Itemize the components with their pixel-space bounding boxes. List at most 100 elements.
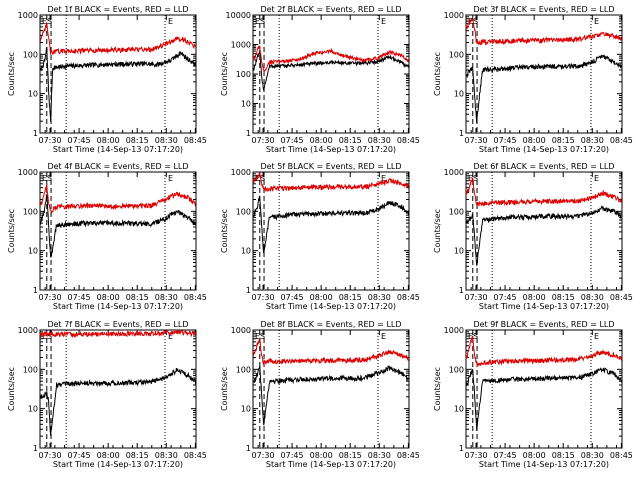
panel-title: Det 9f BLACK = Events, RED = LLD: [473, 320, 614, 329]
x-tick-label: 07:45: [281, 136, 304, 145]
plot-frame: [39, 329, 197, 449]
x-tick-label: 08:45: [397, 293, 420, 302]
x-axis-label: Start Time (14-Sep-13 07:17:20): [266, 302, 396, 311]
panel-title: Det 3f BLACK = Events, RED = LLD: [473, 5, 614, 14]
lld-series-line: [465, 335, 623, 368]
x-tick-label: 07:45: [68, 293, 91, 302]
event-end-label: E: [168, 17, 173, 26]
y-tick-label: 1000: [231, 168, 251, 177]
events-series-line: [253, 364, 410, 426]
x-axis-label: Start Time (14-Sep-13 07:17:20): [479, 145, 609, 154]
x-tick-label: 07:30: [251, 136, 274, 145]
event-end-label: E: [381, 17, 386, 26]
x-tick-label: 08:30: [368, 293, 391, 302]
y-tick-label: 10: [454, 90, 464, 99]
y-tick-label: 100: [23, 207, 38, 216]
y-tick-label: 10: [28, 247, 38, 256]
panel-title: Det 7f BLACK = Events, RED = LLD: [47, 320, 188, 329]
y-tick-label: 1000: [444, 168, 464, 177]
y-tick-label: 1: [246, 129, 251, 138]
y-tick-label: 1000: [444, 11, 464, 20]
x-tick-label: 08:15: [339, 136, 362, 145]
x-tick-label: 07:30: [38, 451, 61, 460]
x-tick-label: 07:30: [251, 293, 274, 302]
x-tick-label: 08:00: [523, 136, 546, 145]
y-axis-label: Counts/sec: [433, 367, 442, 411]
event-end-label: E: [594, 332, 599, 341]
plot-frame: [465, 329, 623, 449]
x-tick-label: 07:45: [494, 451, 517, 460]
x-tick-label: 07:45: [68, 136, 91, 145]
event-end-label: E: [168, 332, 173, 341]
y-tick-label: 100: [236, 207, 251, 216]
event-start-label: ES: [468, 174, 478, 183]
events-series-line: [39, 193, 196, 258]
x-tick-label: 08:00: [310, 136, 333, 145]
y-tick-label: 1000: [18, 168, 38, 177]
x-tick-label: 08:45: [397, 451, 420, 460]
y-tick-label: 100: [23, 365, 38, 374]
lld-series-line: [252, 337, 410, 367]
x-tick-label: 08:45: [610, 451, 633, 460]
y-tick-label: 10: [241, 247, 251, 256]
events-series-line: [465, 205, 622, 266]
x-tick-label: 08:30: [155, 136, 178, 145]
x-axis-label: Start Time (14-Sep-13 07:17:20): [53, 460, 183, 469]
x-tick-label: 08:45: [184, 293, 207, 302]
plot-frame: [465, 171, 623, 291]
y-axis-label: Counts/sec: [7, 52, 16, 96]
x-tick-label: 08:15: [339, 451, 362, 460]
x-tick-label: 08:30: [155, 451, 178, 460]
x-tick-label: 08:30: [155, 293, 178, 302]
events-series-line: [252, 50, 409, 91]
event-end-label: E: [168, 174, 173, 183]
x-tick-label: 08:30: [581, 136, 604, 145]
event-end-label: E: [594, 17, 599, 26]
x-tick-label: 07:45: [281, 293, 304, 302]
x-axis-label: Start Time (14-Sep-13 07:17:20): [266, 145, 396, 154]
y-tick-label: 10000: [226, 11, 251, 20]
y-axis-label: Counts/sec: [7, 209, 16, 253]
x-axis-label: Start Time (14-Sep-13 07:17:20): [53, 145, 183, 154]
x-axis-label: Start Time (14-Sep-13 07:17:20): [479, 460, 609, 469]
y-tick-label: 1: [33, 444, 38, 453]
x-tick-label: 08:30: [368, 136, 391, 145]
events-series-line: [465, 54, 622, 124]
events-series-line: [39, 46, 196, 122]
x-axis-label: Start Time (14-Sep-13 07:17:20): [53, 302, 183, 311]
y-tick-label: 1000: [444, 326, 464, 335]
x-tick-label: 08:45: [610, 293, 633, 302]
event-end-label: E: [381, 174, 386, 183]
y-tick-label: 100: [23, 50, 38, 59]
y-tick-label: 1: [246, 286, 251, 295]
y-axis-label: Counts/sec: [220, 209, 229, 253]
event-start-label: ES: [255, 332, 265, 341]
y-tick-label: 1: [33, 129, 38, 138]
x-tick-label: 08:00: [97, 293, 120, 302]
x-tick-label: 07:30: [38, 293, 61, 302]
x-tick-label: 07:30: [251, 451, 274, 460]
panel-title: Det 6f BLACK = Events, RED = LLD: [473, 162, 614, 171]
plot-frame: [39, 14, 197, 134]
y-axis-label: Counts/sec: [433, 52, 442, 96]
y-tick-label: 10: [241, 100, 251, 109]
y-tick-label: 1: [459, 129, 464, 138]
plot-frame: [252, 329, 410, 449]
lld-series-line: [39, 329, 197, 339]
event-start-label: ES: [255, 174, 265, 183]
y-tick-label: 100: [236, 70, 251, 79]
plot-frame: [465, 14, 623, 134]
y-tick-label: 10: [28, 405, 38, 414]
x-tick-label: 08:15: [339, 293, 362, 302]
x-tick-label: 08:15: [552, 451, 575, 460]
plot-frame: [39, 171, 197, 291]
y-tick-label: 1: [246, 444, 251, 453]
lld-series-line: [252, 45, 409, 73]
x-tick-label: 08:45: [184, 136, 207, 145]
x-tick-label: 08:15: [126, 136, 149, 145]
